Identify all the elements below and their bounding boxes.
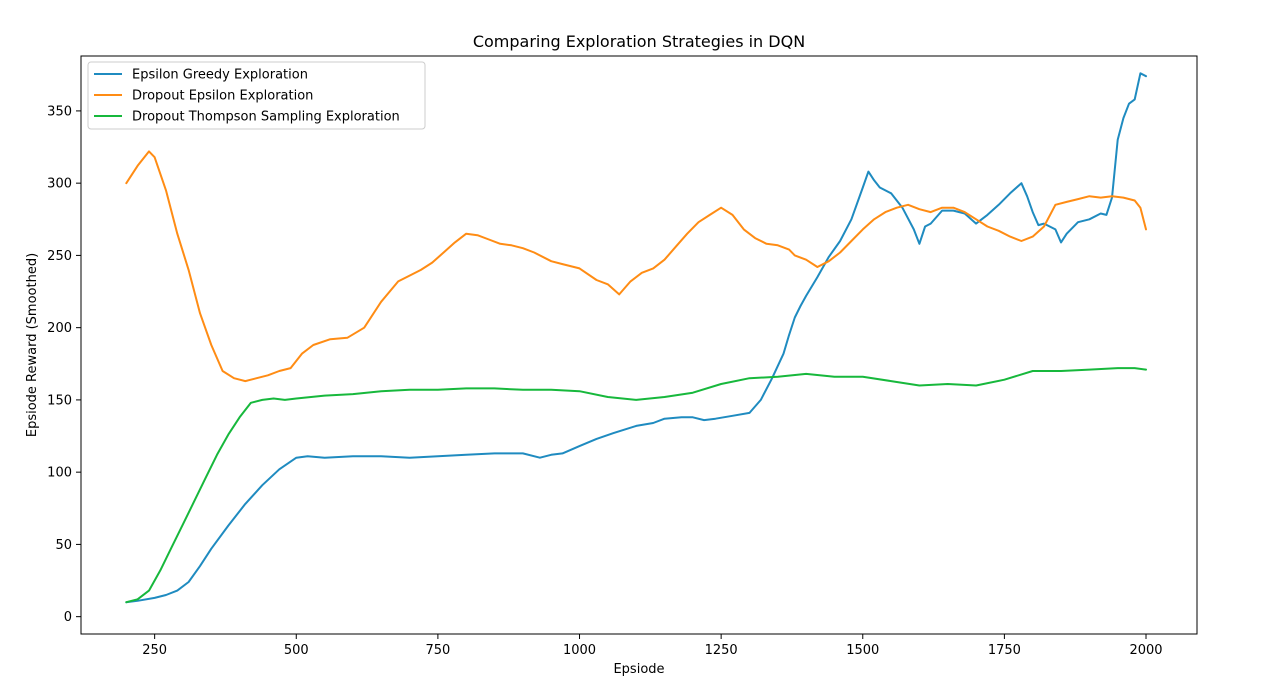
x-tick-label: 1500: [846, 643, 879, 658]
y-tick-label: 50: [55, 538, 72, 553]
legend-box: [87, 61, 426, 130]
x-tick-label: 750: [425, 643, 450, 658]
y-axis: 0 50 100 150 200 250 300 350: [47, 104, 81, 625]
plot-area: [80, 55, 1198, 635]
y-axis-title: Epsiode Reward (Smoothed): [25, 253, 40, 437]
chart-title: Comparing Exploration Strategies in DQN: [473, 32, 805, 51]
y-tick-label: 0: [64, 610, 72, 625]
x-tick-label: 2000: [1129, 643, 1162, 658]
x-tick-label: 500: [284, 643, 309, 658]
x-tick-label: 1250: [705, 643, 738, 658]
plot-frame: [80, 55, 1198, 635]
x-tick-label: 250: [142, 643, 167, 658]
legend-label-3: Dropout Thompson Sampling Exploration: [132, 110, 400, 125]
y-tick-label: 150: [47, 393, 72, 408]
series-line-2: [125, 150, 1147, 383]
legend-label-2: Dropout Epsilon Exploration: [132, 89, 313, 104]
series-line-3: [125, 367, 1147, 604]
y-tick-label: 300: [47, 177, 72, 192]
x-tick-label: 1750: [988, 643, 1021, 658]
series-line-1: [125, 72, 1147, 604]
x-axis-title: Epsiode: [613, 662, 664, 677]
y-tick-label: 200: [47, 321, 72, 336]
x-axis: 250 500 750 1000 1250 1500 1750 2000: [142, 634, 1163, 658]
x-tick-label: 1000: [563, 643, 596, 658]
legend: Epsilon Greedy Exploration Dropout Epsilo…: [87, 61, 426, 130]
legend-label-1: Epsilon Greedy Exploration: [132, 68, 308, 83]
y-tick-label: 350: [47, 104, 72, 119]
y-tick-label: 100: [47, 466, 72, 481]
y-tick-label: 250: [47, 249, 72, 264]
